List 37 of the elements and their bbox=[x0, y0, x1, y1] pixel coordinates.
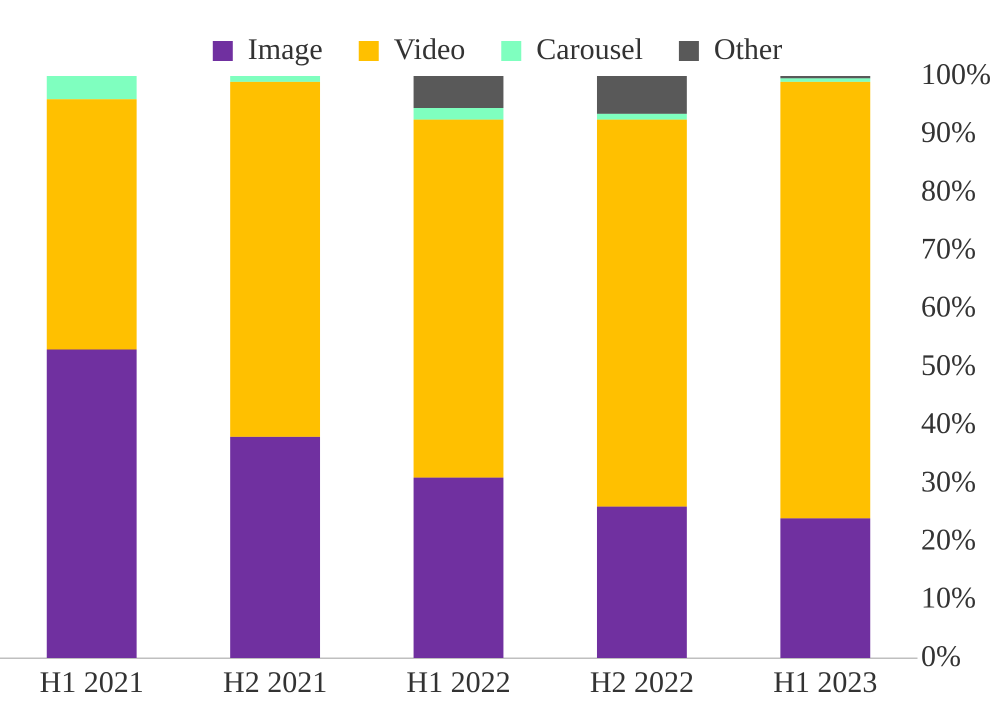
bar bbox=[780, 78, 870, 82]
bar bbox=[780, 82, 870, 518]
y-tick-label: 10% bbox=[921, 582, 976, 615]
bar bbox=[414, 478, 504, 658]
y-tick-label: 20% bbox=[921, 523, 976, 556]
bar bbox=[230, 76, 320, 82]
bar bbox=[46, 99, 137, 350]
y-tick-label: 30% bbox=[921, 465, 976, 498]
y-tick-label: 90% bbox=[921, 116, 976, 150]
bar bbox=[46, 350, 137, 658]
bar bbox=[230, 82, 320, 437]
y-tick-label: 70% bbox=[921, 232, 976, 266]
bar bbox=[414, 108, 504, 120]
bar bbox=[596, 506, 687, 658]
legend-label: Other bbox=[714, 32, 782, 66]
legend-label: Image bbox=[248, 32, 323, 66]
x-tick-label: H2 2022 bbox=[590, 666, 694, 699]
x-tick-label: H1 2023 bbox=[773, 666, 878, 699]
bar bbox=[230, 436, 320, 658]
y-tick-label: 0% bbox=[921, 640, 962, 673]
x-tick-label: H1 2022 bbox=[406, 666, 511, 699]
bar bbox=[780, 518, 870, 658]
y-tick-label: 50% bbox=[921, 348, 976, 382]
x-tick-label: H1 2021 bbox=[40, 666, 144, 699]
bar bbox=[46, 76, 137, 100]
bar bbox=[414, 120, 504, 478]
legend-label: Video bbox=[394, 32, 466, 66]
bar bbox=[596, 114, 687, 120]
legend-label: Carousel bbox=[536, 32, 643, 66]
y-tick-label: 60% bbox=[921, 290, 976, 324]
x-tick-label: H2 2021 bbox=[223, 666, 328, 699]
y-tick-label: 100% bbox=[921, 58, 992, 91]
bar bbox=[596, 120, 687, 507]
y-tick-label: 80% bbox=[921, 174, 976, 208]
y-tick-label: 40% bbox=[921, 407, 976, 440]
bar bbox=[596, 76, 687, 114]
bar bbox=[414, 76, 504, 108]
